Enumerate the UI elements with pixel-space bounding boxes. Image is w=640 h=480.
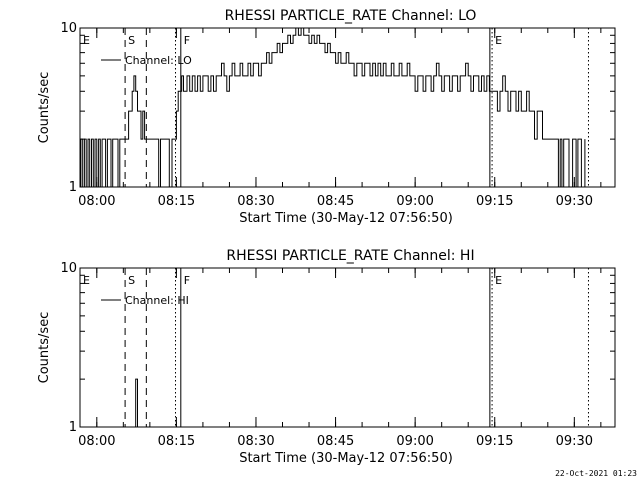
footer-timestamp: 22-Oct-2021 01:23 [555,469,637,478]
marker-label-e: E [495,274,502,287]
marker-label-e: E [495,34,502,47]
x-tick-label: 09:30 [556,194,593,209]
legend-entry: Channel: HI [125,294,189,307]
x-tick-label: 09:30 [556,434,593,449]
x-tick-label: 09:00 [396,194,433,209]
x-tick-label: 08:00 [78,434,115,449]
marker-label-s: S [128,274,135,287]
marker-label-e: E [83,274,90,287]
marker-label-s: S [128,34,135,47]
y-tick-label: 1 [69,420,77,435]
y-tick-label: 10 [60,21,77,36]
chart-title: RHESSI PARTICLE_RATE Channel: HI [226,248,474,264]
x-tick-label: 09:15 [476,194,513,209]
x-tick-label: 08:15 [158,194,195,209]
marker-label-e: E [83,34,90,47]
y-tick-label: 10 [60,261,77,276]
x-tick-label: 09:15 [476,434,513,449]
x-tick-label: 08:00 [78,194,115,209]
x-axis-title: Start Time (30-May-12 07:56:50) [239,211,453,226]
x-tick-label: 08:15 [158,434,195,449]
x-tick-label: 08:30 [237,194,274,209]
x-tick-label: 09:00 [396,434,433,449]
chart-panel-1: RHESSI PARTICLE_RATE Channel: HI 1 10 08:00… [37,248,616,466]
marker-label-f: F [184,34,190,47]
plot-frame [79,267,616,428]
y-tick-label: 1 [69,180,77,195]
y-axis-title: Counts/sec [37,72,52,144]
x-axis-title: Start Time (30-May-12 07:56:50) [239,451,453,466]
chart-panel-0: RHESSI PARTICLE_RATE Channel: LO 1 10 08:00… [37,8,616,226]
series-line-0 [133,378,139,428]
plot-frame [79,27,616,188]
x-tick-label: 08:45 [317,434,354,449]
series-line-0 [80,27,586,188]
x-tick-label: 08:30 [237,434,274,449]
y-axis-title: Counts/sec [37,312,52,384]
legend-entry: Channel: LO [125,54,192,67]
x-tick-label: 08:45 [317,194,354,209]
chart-title: RHESSI PARTICLE_RATE Channel: LO [225,8,477,24]
marker-label-f: F [184,274,190,287]
